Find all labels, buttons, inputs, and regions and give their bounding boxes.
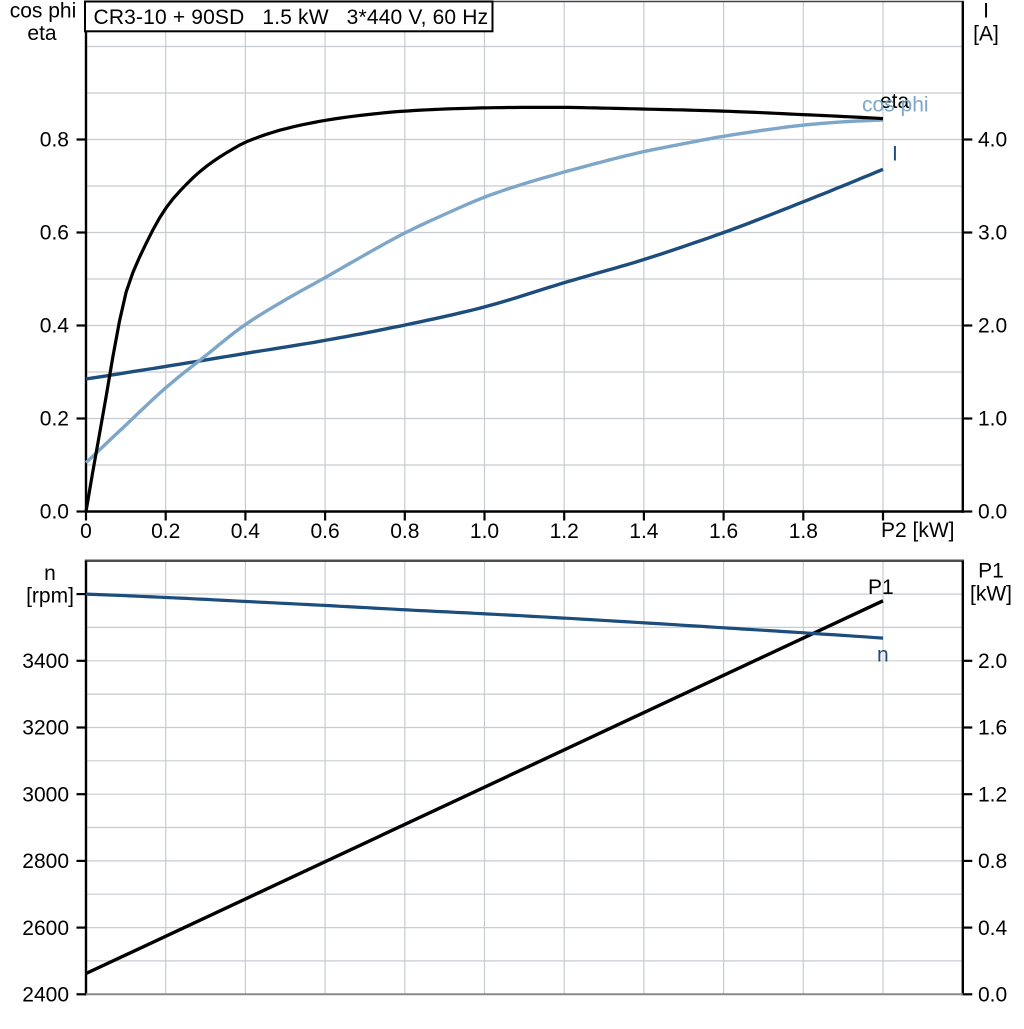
svg-text:0.4: 0.4: [231, 520, 261, 543]
svg-text:1.2: 1.2: [978, 783, 1007, 806]
svg-text:P2 [kW]: P2 [kW]: [881, 519, 955, 542]
svg-text:1.0: 1.0: [470, 520, 499, 543]
svg-text:I: I: [892, 143, 898, 166]
svg-text:1.8: 1.8: [789, 520, 818, 543]
svg-text:0.6: 0.6: [40, 222, 69, 245]
svg-text:0.0: 0.0: [40, 501, 69, 524]
svg-text:0.8: 0.8: [40, 129, 69, 152]
svg-text:eta: eta: [27, 22, 57, 45]
svg-text:P1: P1: [978, 560, 1004, 583]
svg-text:0.2: 0.2: [151, 520, 180, 543]
svg-text:3.0: 3.0: [978, 222, 1007, 245]
svg-text:I: I: [983, 0, 989, 23]
svg-text:3400: 3400: [22, 650, 69, 673]
svg-text:n: n: [877, 644, 889, 667]
svg-text:eta: eta: [880, 90, 910, 113]
svg-text:2600: 2600: [22, 917, 69, 940]
svg-text:2400: 2400: [22, 984, 69, 1007]
svg-text:2800: 2800: [22, 850, 69, 873]
svg-text:CR3-10 + 90SD 1.5 kW 3*440: CR3-10 + 90SD 1.5 kW 3*440 V, 60 Hz: [94, 6, 489, 29]
svg-text:0.4: 0.4: [40, 315, 70, 338]
svg-text:4.0: 4.0: [978, 129, 1007, 152]
svg-text:0.6: 0.6: [310, 520, 339, 543]
svg-text:2.0: 2.0: [978, 650, 1007, 673]
svg-text:0.0: 0.0: [978, 501, 1007, 524]
svg-text:[rpm]: [rpm]: [26, 585, 74, 608]
svg-text:1.6: 1.6: [978, 717, 1007, 740]
svg-text:3000: 3000: [22, 783, 69, 806]
svg-text:[kW]: [kW]: [970, 583, 1012, 606]
svg-text:P1: P1: [868, 576, 894, 599]
svg-text:0.8: 0.8: [978, 850, 1007, 873]
svg-text:0.2: 0.2: [40, 408, 69, 431]
svg-text:1.2: 1.2: [550, 520, 579, 543]
svg-text:[A]: [A]: [973, 23, 999, 46]
svg-text:0.4: 0.4: [978, 917, 1008, 940]
svg-text:2.0: 2.0: [978, 315, 1007, 338]
svg-text:3200: 3200: [22, 717, 69, 740]
svg-text:0: 0: [80, 520, 92, 543]
svg-text:0.8: 0.8: [390, 520, 419, 543]
svg-text:1.0: 1.0: [978, 408, 1007, 431]
svg-text:1.4: 1.4: [629, 520, 659, 543]
svg-text:cos phi: cos phi: [862, 94, 929, 117]
svg-text:1.6: 1.6: [709, 520, 738, 543]
svg-text:cos phi: cos phi: [10, 0, 77, 23]
svg-text:n: n: [44, 562, 56, 585]
svg-text:0.0: 0.0: [978, 984, 1007, 1007]
